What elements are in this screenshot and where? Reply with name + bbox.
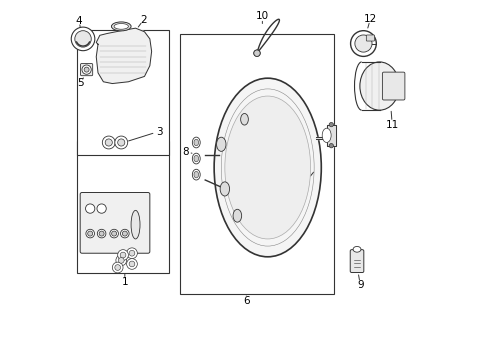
Circle shape — [84, 67, 89, 72]
Ellipse shape — [131, 210, 140, 239]
Circle shape — [99, 231, 104, 236]
Circle shape — [354, 35, 371, 52]
FancyBboxPatch shape — [81, 64, 93, 76]
Bar — [77, 30, 169, 155]
Circle shape — [85, 204, 95, 213]
Ellipse shape — [352, 247, 360, 252]
FancyBboxPatch shape — [80, 193, 149, 253]
Circle shape — [129, 250, 135, 256]
Text: 11: 11 — [386, 120, 399, 130]
Ellipse shape — [233, 209, 241, 222]
Circle shape — [102, 136, 115, 149]
Ellipse shape — [214, 78, 321, 257]
Circle shape — [129, 261, 135, 267]
Circle shape — [97, 204, 106, 213]
Ellipse shape — [114, 23, 128, 29]
Circle shape — [121, 229, 129, 238]
Ellipse shape — [359, 62, 398, 110]
Circle shape — [253, 50, 260, 57]
Circle shape — [116, 255, 126, 266]
Circle shape — [350, 31, 376, 57]
Text: 1: 1 — [122, 277, 128, 287]
Text: 2: 2 — [140, 15, 147, 25]
Circle shape — [111, 231, 116, 236]
Ellipse shape — [240, 113, 248, 125]
Circle shape — [86, 229, 94, 238]
Text: 7: 7 — [303, 176, 309, 186]
Circle shape — [115, 136, 127, 149]
Circle shape — [71, 27, 95, 51]
Text: 9: 9 — [357, 280, 363, 291]
Bar — [180, 33, 333, 294]
Text: 10: 10 — [255, 12, 268, 21]
Bar — [77, 141, 169, 273]
Text: 4: 4 — [75, 16, 82, 26]
Circle shape — [110, 229, 118, 238]
Polygon shape — [315, 125, 335, 146]
FancyBboxPatch shape — [349, 249, 363, 273]
Circle shape — [120, 252, 125, 258]
Circle shape — [122, 231, 127, 236]
Ellipse shape — [220, 182, 229, 196]
Circle shape — [97, 229, 106, 238]
Circle shape — [112, 262, 123, 273]
Text: 6: 6 — [243, 296, 249, 306]
Ellipse shape — [111, 22, 131, 31]
Circle shape — [105, 139, 112, 146]
Circle shape — [75, 31, 91, 47]
Ellipse shape — [224, 96, 310, 239]
Circle shape — [328, 144, 333, 148]
Ellipse shape — [192, 169, 200, 180]
Circle shape — [82, 65, 91, 74]
Text: 12: 12 — [363, 14, 376, 23]
Circle shape — [87, 231, 93, 236]
Ellipse shape — [194, 156, 198, 162]
Text: 3: 3 — [156, 127, 163, 138]
Circle shape — [118, 139, 124, 146]
Ellipse shape — [194, 139, 198, 146]
Ellipse shape — [322, 128, 330, 143]
Circle shape — [118, 257, 124, 263]
Text: 5: 5 — [77, 78, 83, 88]
FancyBboxPatch shape — [382, 72, 404, 100]
Circle shape — [253, 50, 260, 57]
Circle shape — [115, 265, 121, 270]
Circle shape — [118, 249, 128, 260]
Circle shape — [126, 248, 137, 258]
Ellipse shape — [192, 153, 200, 164]
Polygon shape — [96, 28, 151, 84]
Text: 8: 8 — [182, 147, 188, 157]
Circle shape — [328, 122, 333, 127]
Ellipse shape — [192, 137, 200, 148]
Ellipse shape — [216, 137, 225, 151]
Circle shape — [126, 258, 137, 269]
FancyBboxPatch shape — [366, 35, 374, 41]
Ellipse shape — [194, 171, 198, 178]
